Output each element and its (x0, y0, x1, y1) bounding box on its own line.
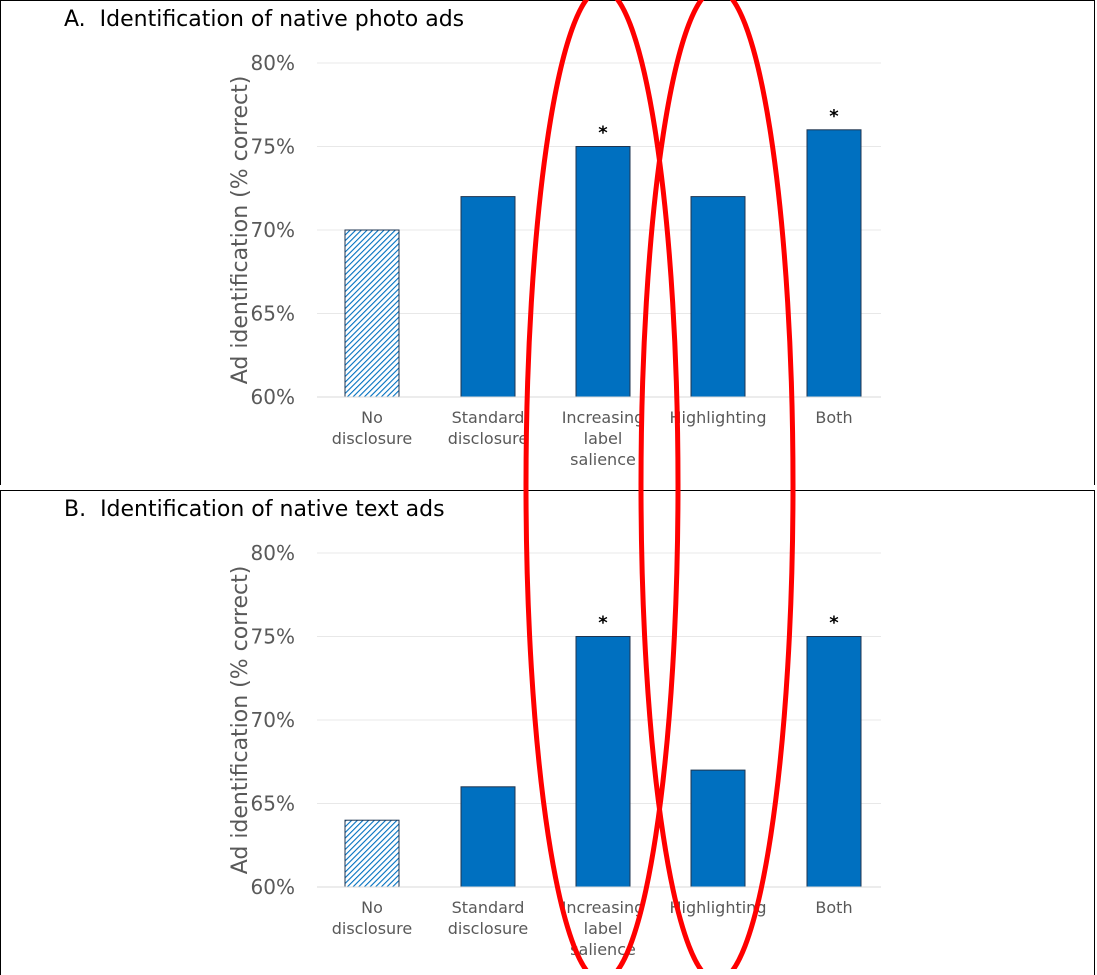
bar (690, 769, 746, 888)
y-tick-label: 65% (251, 302, 295, 326)
panel-b-title: B. Identification of native text ads (64, 497, 445, 522)
significance-marker: * (598, 613, 608, 634)
significance-marker: * (598, 123, 608, 144)
category-label: Increasing label salience (562, 898, 645, 959)
category-label: Both (815, 898, 852, 917)
panel-a-heading: A. Identification of native photo ads (0, 0, 1095, 42)
category-label: No disclosure (332, 898, 413, 938)
y-tick-label: 70% (251, 218, 295, 242)
panel-b-heading: B. Identification of native text ads (0, 490, 1095, 532)
bar (575, 146, 631, 398)
y-tick-label: 75% (251, 625, 295, 649)
category-label: Highlighting (670, 408, 767, 427)
panel-a-title: A. Identification of native photo ads (64, 7, 465, 32)
y-tick-label: 60% (251, 385, 295, 409)
y-axis-title: Ad identification (% correct) (228, 76, 253, 385)
bar (575, 636, 631, 888)
panel-a-chart: 60% 65% 70% 75% 80% Ad identification (% corr… (0, 41, 1095, 485)
category-label: Increasing label salience (562, 408, 645, 469)
y-tick-label: 60% (251, 875, 295, 899)
category-label: Standard disclosure (448, 898, 529, 938)
y-tick-label: 80% (251, 541, 295, 565)
y-tick-label: 75% (251, 135, 295, 159)
y-tick-label: 70% (251, 708, 295, 732)
panel-a-svg: 60% 65% 70% 75% 80%Ad identification (% corr… (228, 51, 881, 469)
y-tick-label: 65% (251, 792, 295, 816)
bar (806, 636, 862, 888)
bar (460, 196, 516, 398)
panel-b-chart: 60% 65% 70% 75% 80% Ad identification (% corr… (0, 531, 1095, 975)
category-label: Both (815, 408, 852, 427)
category-label: Standard disclosure (448, 408, 529, 448)
bar (344, 229, 400, 398)
panel-b-svg: 60% 65% 70% 75% 80%Ad identification (% corr… (228, 541, 881, 959)
category-label: No disclosure (332, 408, 413, 448)
bar (460, 786, 516, 888)
significance-marker: * (829, 106, 839, 127)
category-label: Highlighting (670, 898, 767, 917)
bar (690, 196, 746, 398)
bar (806, 129, 862, 398)
y-axis-title: Ad identification (% correct) (228, 566, 253, 875)
significance-marker: * (829, 613, 839, 634)
y-tick-label: 80% (251, 51, 295, 75)
bar (344, 819, 400, 888)
